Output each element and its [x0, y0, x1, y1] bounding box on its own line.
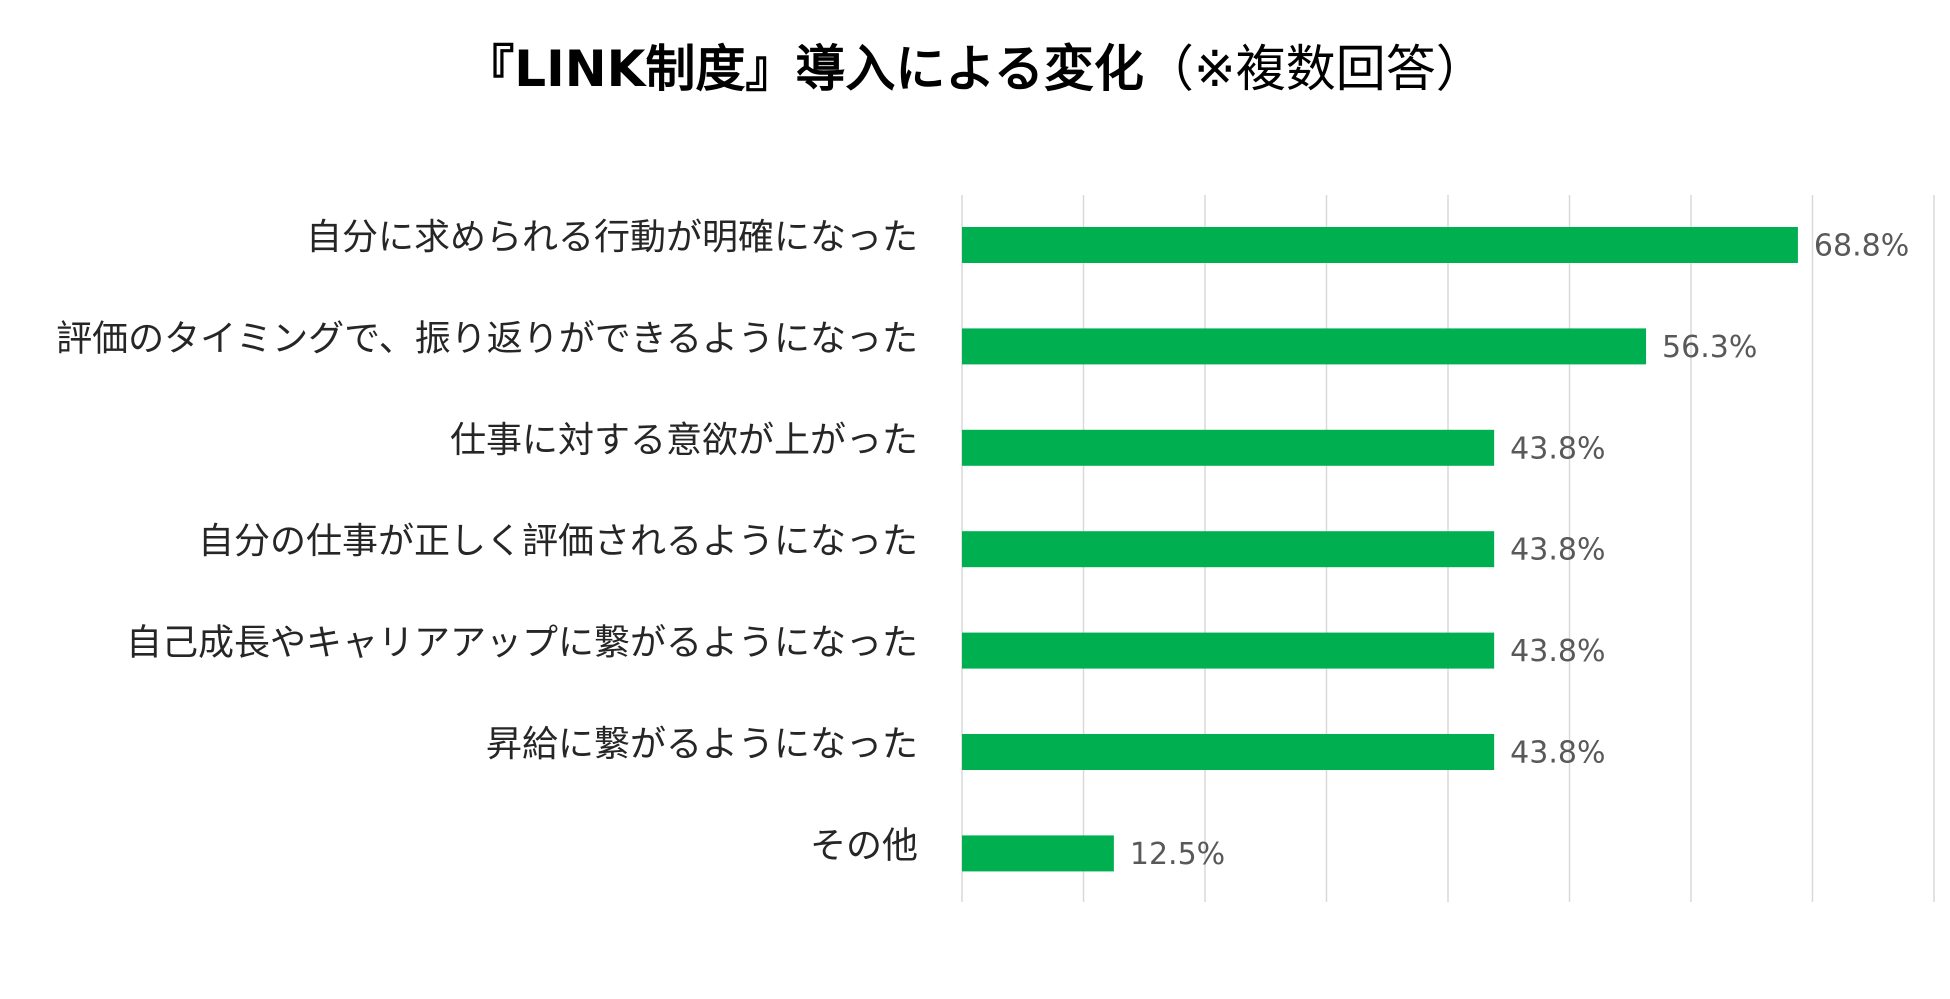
bar: [962, 328, 1647, 365]
category-label: 昇給に繋がるようになった: [486, 724, 918, 765]
bar: [962, 227, 1798, 263]
category-label: 仕事に対する意欲が上がった: [450, 420, 918, 461]
chart-title: 『LINK制度』導入による変化（※複数回答）: [0, 44, 1950, 94]
category-labels: 自分に求められる行動が明確になった評価のタイミングで、振り返りができるようになっ…: [56, 217, 918, 866]
category-label: 自分に求められる行動が明確になった: [306, 217, 918, 258]
value-label: 12.5%: [1130, 837, 1225, 872]
category-label: 評価のタイミングで、振り返りができるようになった: [56, 318, 918, 359]
category-label: 自分の仕事が正しく評価されるようになった: [198, 521, 918, 562]
bars: [962, 227, 1798, 872]
value-label: 56.3%: [1662, 330, 1757, 365]
bar: [962, 835, 1114, 872]
value-label: 43.8%: [1510, 533, 1605, 568]
value-label: 43.8%: [1510, 431, 1605, 466]
value-label: 43.8%: [1510, 634, 1605, 669]
chart-title-main: 『LINK制度』導入による変化: [464, 40, 1144, 98]
bar: [962, 734, 1495, 770]
bar: [962, 531, 1495, 568]
value-label: 43.8%: [1510, 736, 1605, 771]
chart-title-note: （※複数回答）: [1143, 40, 1486, 98]
category-label: その他: [810, 825, 918, 866]
value-label: 68.8%: [1814, 229, 1909, 264]
value-labels: 68.8% 56.3% 43.8% 43.8% 43.8% 43.8% 12.5%: [1130, 229, 1909, 872]
category-label: 自己成長やキャリアアップに繋がるようになった: [126, 623, 918, 664]
bar: [962, 632, 1495, 669]
bar: [962, 429, 1495, 466]
